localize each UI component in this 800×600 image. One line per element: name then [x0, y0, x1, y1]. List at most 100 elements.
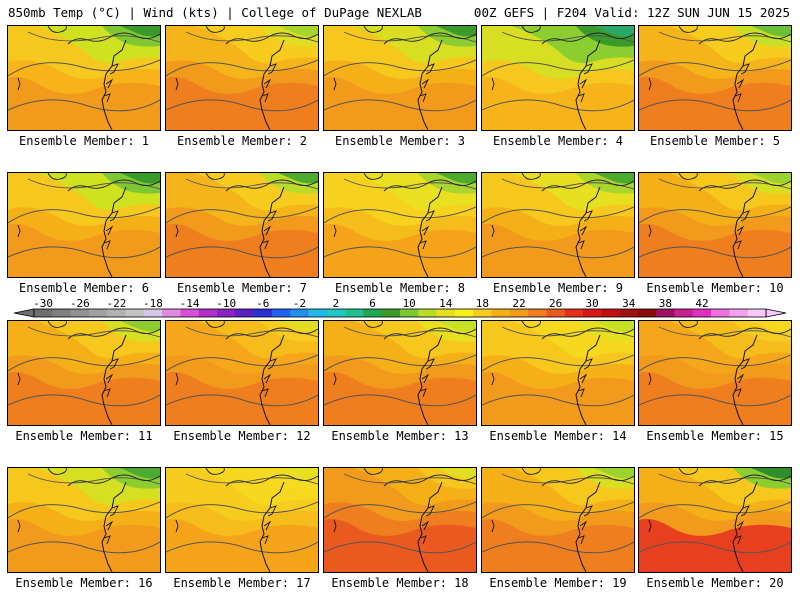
ensemble-member-label: Ensemble Member: 6	[18, 281, 150, 295]
colorbar-left-arrow	[13, 308, 35, 318]
colorbar-swatch	[747, 309, 767, 317]
colorbar-tick-label: 42	[695, 297, 708, 310]
colorbar-swatch	[125, 309, 145, 317]
ensemble-member-label: Ensemble Member: 10	[646, 281, 784, 295]
ensemble-member-label: Ensemble Member: 15	[646, 429, 784, 443]
colorbar-tick-label: -2	[293, 297, 306, 310]
header: 850mb Temp (°C) | Wind (kts) | College o…	[0, 0, 800, 24]
colorbar-swatch	[418, 309, 437, 317]
temperature-field	[166, 321, 318, 425]
colorbar-swatch	[290, 309, 309, 317]
ensemble-member-label: Ensemble Member: 19	[489, 576, 627, 590]
colorbar-tick-label: 18	[476, 297, 489, 310]
ensemble-member-label: Ensemble Member: 11	[15, 429, 153, 443]
colorbar-tick-label: 22	[512, 297, 525, 310]
ensemble-member-label: Ensemble Member: 7	[176, 281, 308, 295]
colorbar-swatch	[473, 309, 492, 317]
ensemble-member-label: Ensemble Member: 13	[331, 429, 469, 443]
ensemble-member-map	[165, 25, 319, 131]
ensemble-member-label: Ensemble Member: 16	[15, 576, 153, 590]
colorbar-tick-label: -18	[143, 297, 163, 310]
ensemble-member-map	[481, 25, 635, 131]
ensemble-member-map	[7, 467, 161, 573]
colorbar-tick-label: 26	[549, 297, 562, 310]
ensemble-member-map	[638, 172, 792, 278]
colorbar-swatch	[637, 309, 657, 317]
ensemble-member-map	[7, 172, 161, 278]
colorbar-swatch	[217, 309, 236, 317]
colorbar-swatch	[326, 309, 346, 317]
colorbar-swatch	[345, 309, 364, 317]
colorbar-swatch	[34, 309, 53, 317]
temperature-field	[166, 173, 318, 277]
temperature-field	[482, 26, 634, 130]
colorbar-swatch	[656, 309, 675, 317]
colorbar-swatch	[509, 309, 529, 317]
temperature-field	[324, 173, 476, 277]
colorbar-tick-label: -14	[180, 297, 200, 310]
ensemble-member-map	[481, 320, 635, 426]
colorbar-tick-label: -22	[106, 297, 126, 310]
colorbar-swatch	[88, 309, 108, 317]
temperature-field	[482, 173, 634, 277]
ensemble-member-label: Ensemble Member: 8	[334, 281, 466, 295]
colorbar-tick-label: -10	[216, 297, 236, 310]
temperature-field	[8, 173, 160, 277]
temperature-field	[639, 173, 791, 277]
colorbar-swatch	[436, 309, 456, 317]
temperature-field	[482, 321, 634, 425]
colorbar-swatch	[52, 309, 71, 317]
temperature-field	[639, 468, 791, 572]
ensemble-member-label: Ensemble Member: 2	[176, 134, 308, 148]
colorbar-swatch	[70, 309, 90, 317]
colorbar-tick-label: -30	[33, 297, 53, 310]
ensemble-member-map	[638, 25, 792, 131]
colorbar-swatch	[162, 309, 181, 317]
ensemble-member-map	[323, 320, 477, 426]
colorbar-swatch	[583, 309, 602, 317]
ensemble-member-label: Ensemble Member: 3	[334, 134, 466, 148]
colorbar-swatch	[107, 309, 126, 317]
temperature-colorbar: -30 -26 -22 -18 -14 -10 -6 -2 2 6 10 14 18 22 26 30 34 38…	[0, 296, 800, 320]
colorbar-swatch	[564, 309, 584, 317]
colorbar-swatch	[692, 309, 712, 317]
colorbar-tick-label: -6	[256, 297, 269, 310]
ensemble-member-map	[323, 25, 477, 131]
colorbar-swatch	[601, 309, 620, 317]
colorbar-swatch	[711, 309, 730, 317]
colorbar-tick-label: 2	[333, 297, 340, 310]
colorbar-swatch	[308, 309, 328, 317]
ensemble-member-map	[481, 172, 635, 278]
colorbar-swatch	[235, 309, 254, 317]
ensemble-member-map	[7, 25, 161, 131]
ensemble-member-map	[323, 467, 477, 573]
ensemble-member-label: Ensemble Member: 20	[646, 576, 784, 590]
colorbar-swatch	[546, 309, 565, 317]
colorbar-tick-label: -26	[70, 297, 90, 310]
colorbar-swatch	[400, 309, 419, 317]
temperature-field	[324, 321, 476, 425]
ensemble-member-map	[481, 467, 635, 573]
ensemble-member-map	[165, 172, 319, 278]
ensemble-member-map	[165, 467, 319, 573]
colorbar-swatch	[528, 309, 547, 317]
colorbar-swatch	[619, 309, 639, 317]
colorbar-swatch	[253, 309, 273, 317]
ensemble-member-label: Ensemble Member: 17	[173, 576, 311, 590]
ensemble-member-label: Ensemble Member: 4	[492, 134, 624, 148]
ensemble-member-map	[165, 320, 319, 426]
colorbar-tick-label: 30	[585, 297, 598, 310]
ensemble-member-map	[638, 320, 792, 426]
ensemble-member-label: Ensemble Member: 14	[489, 429, 627, 443]
colorbar-tick-label: 10	[403, 297, 416, 310]
temperature-field	[166, 26, 318, 130]
temperature-field	[639, 321, 791, 425]
temperature-field	[8, 321, 160, 425]
colorbar-swatch	[180, 309, 199, 317]
colorbar-tick-label: 14	[439, 297, 453, 310]
ensemble-member-label: Ensemble Member: 9	[492, 281, 624, 295]
temperature-field	[8, 468, 160, 572]
temperature-field	[482, 468, 634, 572]
colorbar-swatch	[381, 309, 401, 317]
colorbar-tick-label: 34	[622, 297, 636, 310]
